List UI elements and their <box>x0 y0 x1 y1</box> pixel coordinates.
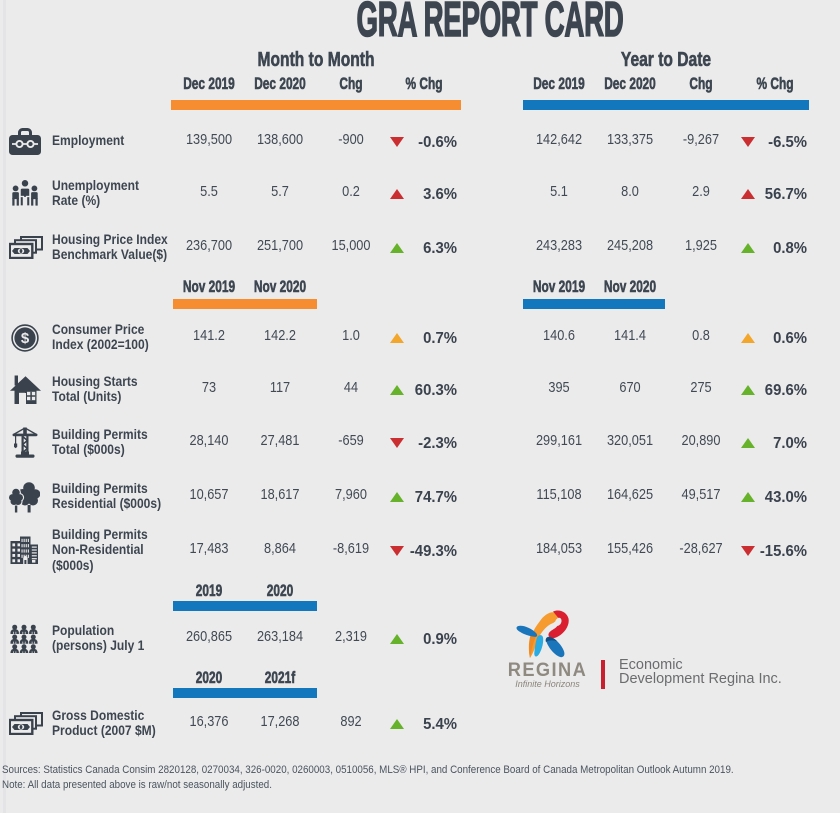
svg-text:$: $ <box>21 330 30 347</box>
